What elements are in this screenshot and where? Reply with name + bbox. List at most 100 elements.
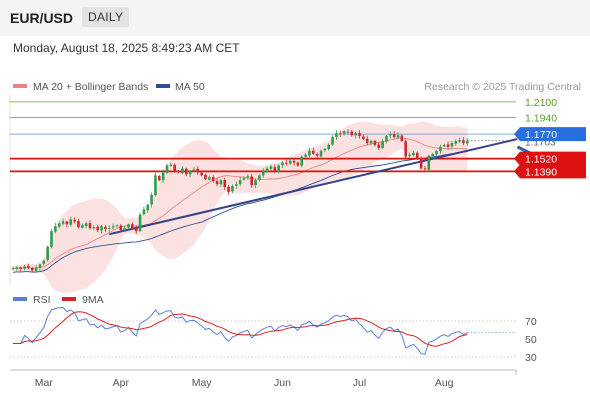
candle (458, 137, 461, 144)
candle (231, 184, 234, 194)
candle (208, 175, 211, 181)
bollinger-band-layer (13, 121, 468, 293)
candle (346, 129, 350, 135)
candle (161, 169, 165, 183)
candle (138, 212, 142, 233)
candle (250, 173, 253, 188)
ma20-line (12, 137, 468, 269)
candle (354, 132, 357, 139)
candle (215, 178, 219, 187)
candle (177, 169, 180, 174)
last-price-label: 1.1703 (525, 138, 556, 149)
rsi-tick-70: 70 (525, 316, 537, 328)
candle (173, 163, 176, 173)
candle (304, 153, 307, 158)
instrument-title: EUR/USD (10, 10, 74, 26)
candle (154, 172, 157, 197)
candle (261, 168, 265, 178)
candle (223, 177, 227, 191)
ma20-legend-label: MA 20 + Bollinger Bands (33, 81, 148, 93)
rsi-ma9-line (13, 311, 468, 347)
candle (46, 245, 49, 262)
candle (127, 223, 130, 230)
candle (338, 130, 342, 137)
candle (84, 221, 88, 229)
candle (323, 148, 327, 153)
level-tag-label-3: 1.1520 (525, 154, 557, 166)
ma9-legend-swatch (62, 297, 76, 301)
candle (281, 161, 284, 168)
candle (142, 206, 146, 216)
candle (204, 173, 207, 181)
candle (462, 137, 465, 146)
candle (238, 176, 242, 187)
rsi-legend-swatch (13, 297, 27, 301)
candle (435, 149, 438, 156)
candle (34, 265, 38, 273)
candle (373, 139, 377, 147)
candle (450, 140, 454, 150)
candle (73, 217, 76, 224)
candle (15, 266, 19, 271)
candle (400, 134, 404, 142)
candle (342, 130, 346, 136)
candle (81, 223, 84, 229)
candle (254, 178, 257, 189)
candle (235, 181, 238, 189)
candle (65, 220, 69, 228)
level-label-1: 1.1940 (525, 113, 557, 125)
candle (442, 143, 446, 148)
candle (246, 174, 250, 180)
candles-layer (11, 129, 469, 273)
candle (423, 165, 427, 172)
candle (219, 179, 223, 188)
candle (104, 225, 107, 232)
candle (285, 159, 288, 166)
candle (331, 135, 334, 146)
rsi-tick-50: 50 (525, 334, 537, 346)
candle (300, 155, 304, 168)
candle (319, 149, 323, 159)
candle (392, 131, 396, 139)
x-tick-jun: Jun (274, 377, 291, 389)
ma9-legend-label: 9MA (82, 294, 104, 306)
candle (408, 152, 411, 159)
candle (381, 138, 384, 150)
candle (277, 163, 280, 174)
level-tag-2 (514, 127, 586, 142)
rsi-line (13, 306, 468, 355)
candle (61, 218, 65, 226)
candle (258, 174, 261, 182)
candle (42, 259, 46, 266)
level-tag-3 (514, 151, 586, 166)
candle (77, 218, 80, 229)
candle (57, 221, 61, 229)
timeframe-badge[interactable]: DAILY (82, 7, 130, 27)
candle (200, 171, 203, 177)
candle (100, 224, 103, 234)
candle (192, 166, 196, 173)
candle (377, 141, 381, 150)
candle (288, 157, 292, 165)
candle (427, 154, 431, 173)
candle (181, 166, 184, 175)
candle (365, 135, 369, 146)
candle (158, 175, 161, 182)
x-tick-jul: Jul (353, 377, 366, 389)
x-tick-may: May (192, 377, 213, 389)
candle (150, 192, 153, 208)
x-tick-apr: Apr (113, 377, 130, 389)
candle (50, 228, 53, 249)
x-axis: Mar Apr May Jun Jul Aug (10, 369, 517, 389)
candle (96, 224, 99, 233)
level-tag-label-2: 1.1770 (525, 129, 557, 141)
candle (415, 151, 419, 161)
candle (54, 223, 57, 234)
trendline (109, 138, 518, 236)
candle (454, 139, 458, 146)
candle (431, 152, 434, 159)
candle (211, 175, 215, 183)
level-label-0: 1.2100 (525, 97, 557, 109)
level-tag-label-4: 1.1390 (525, 166, 557, 178)
